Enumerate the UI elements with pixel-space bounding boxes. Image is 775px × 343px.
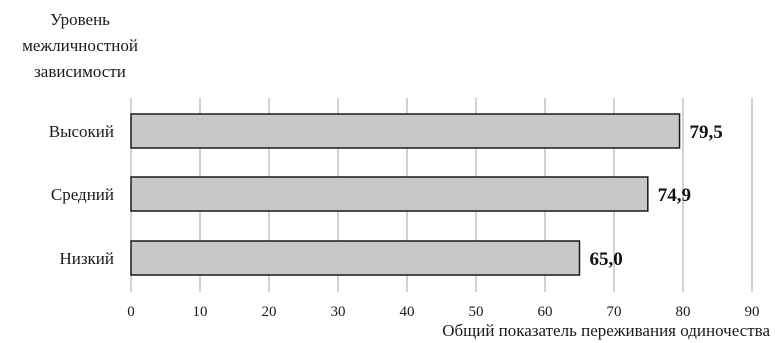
y-axis-label-line-1: Уровень (50, 10, 110, 29)
bar-3 (130, 240, 581, 276)
x-tick-label-90: 90 (745, 304, 760, 320)
bar-1 (130, 113, 681, 149)
category-label-2: Средний (51, 185, 114, 204)
x-tick-label-20: 20 (262, 304, 277, 320)
x-tick-label-0: 0 (127, 304, 135, 320)
x-tick-label-80: 80 (676, 304, 691, 320)
bars: 79,5 Высокий 74,9 Средний 65,0 Низкий (49, 113, 723, 276)
data-label-3: 65,0 (590, 249, 623, 270)
x-tick-label-10: 10 (193, 304, 208, 320)
bar-2 (130, 176, 649, 212)
y-axis-label-line-2: межличностной (22, 36, 138, 55)
data-label-2: 74,9 (658, 185, 691, 206)
x-tick-label-50: 50 (469, 304, 484, 320)
x-tick-label-60: 60 (538, 304, 553, 320)
x-tick-label-70: 70 (607, 304, 622, 320)
category-label-1: Высокий (49, 122, 114, 141)
x-tick-label-30: 30 (331, 304, 346, 320)
data-label-1: 79,5 (690, 122, 723, 143)
x-tick-label-40: 40 (400, 304, 415, 320)
y-axis-label-line-3: зависимости (34, 62, 126, 81)
category-label-3: Низкий (59, 249, 114, 268)
x-tick-labels: 0 10 20 30 40 50 60 70 80 90 (127, 304, 759, 320)
x-axis-label: Общий показатель переживания одиночества (442, 321, 770, 340)
